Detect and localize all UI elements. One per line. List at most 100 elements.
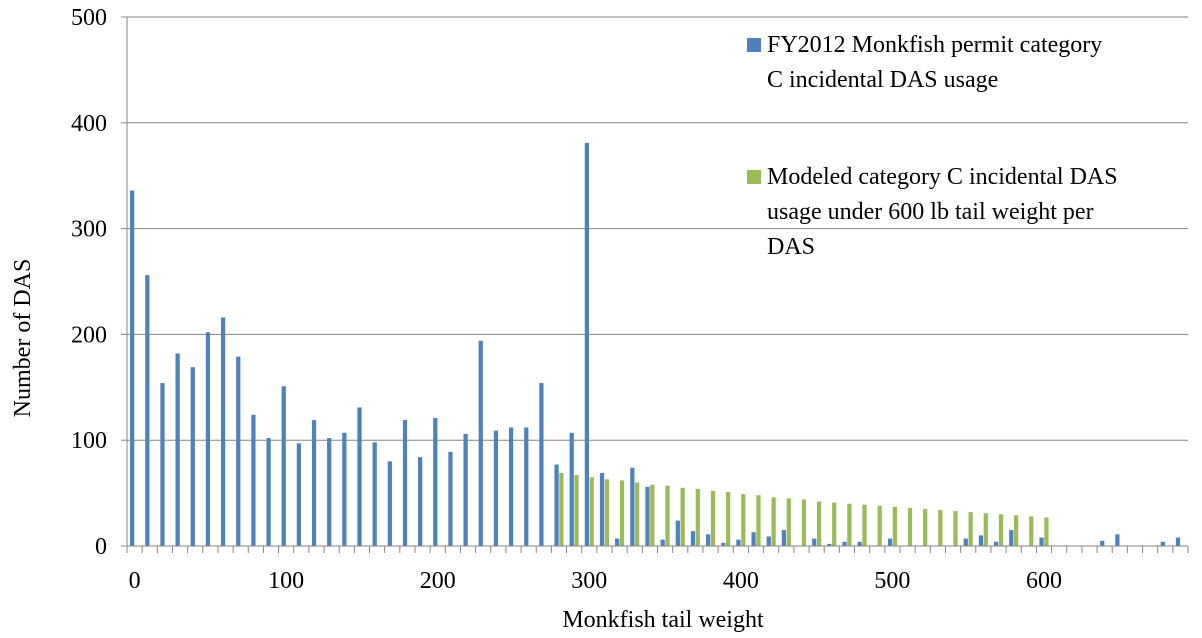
bar-series-1 [736,539,741,546]
legend-label-series-1: FY2012 Monkfish permit category [767,32,1102,58]
bar-series-1 [372,442,377,546]
bar-series-2 [968,512,973,546]
bar-series-1 [296,443,302,546]
bar-series-2 [756,495,761,546]
legend-swatch-series-1 [747,38,761,52]
bar-series-1 [539,383,544,546]
bar-series-2 [741,494,746,546]
bar-series-1 [978,535,984,546]
bar-series-2 [998,514,1004,546]
y-tick-label: 400 [71,111,107,137]
bar-series-1 [342,432,347,546]
bar-series-2 [771,497,776,546]
bar-series-2 [589,477,594,546]
bar-series-1 [615,538,620,546]
bar-series-1 [251,414,256,546]
bar-series-1 [266,438,271,546]
bar-series-1 [205,332,211,546]
bars [130,142,1181,547]
bar-series-1 [1039,537,1044,546]
bar-series-2 [726,492,731,546]
x-tick-label: 600 [1026,568,1062,594]
bar-series-2 [710,490,716,546]
bar-series-2 [847,503,852,546]
bar-series-1 [721,542,726,546]
bar-series-1 [220,317,226,546]
bar-series-1 [160,383,165,546]
bar-series-2 [665,485,670,546]
y-tick-label: 300 [71,217,107,243]
bar-series-1 [478,340,483,546]
bar-series-2 [1029,516,1034,546]
bar-series-1 [357,407,362,546]
bar-series-1 [857,541,862,546]
bar-series-1 [887,538,893,546]
legend-label-series-1: C incidental DAS usage [767,67,998,93]
bar-series-1 [1115,534,1120,546]
bar-series-1 [1175,537,1181,546]
bar-series-1 [766,536,771,546]
bar-series-1 [599,472,605,546]
x-axis-label: Monkfish tail weight [562,607,764,633]
y-tick-label: 100 [71,428,107,454]
bar-series-2 [604,479,609,546]
x-tick-label: 300 [571,568,607,594]
bar-series-1 [1160,541,1165,546]
bar-series-1 [524,427,529,546]
bar-series-1 [690,531,696,546]
bar-series-1 [1100,540,1105,546]
bar-series-1 [463,433,468,546]
bar-series-1 [493,430,499,546]
legend-label-series-2: DAS [767,234,815,260]
bar-series-1 [281,386,286,546]
bar-series-2 [680,487,685,546]
legend-label-series-2: usage under 600 lb tail weight per [767,199,1094,225]
bar-series-2 [862,504,867,546]
bar-series-2 [650,484,655,546]
x-tick-label: 100 [268,568,304,594]
bar-series-1 [130,190,135,546]
bar-series-1 [175,353,180,546]
legend-swatch-series-2 [747,170,761,184]
bar-series-1 [827,543,832,546]
x-tick-label: 0 [129,568,141,594]
bar-series-2 [619,480,625,546]
bar-series-2 [923,508,928,546]
bar-series-1 [812,538,817,546]
y-tick-label: 0 [95,534,107,560]
bar-series-1 [706,534,711,546]
bar-series-1 [402,420,408,546]
x-tick-label: 200 [420,568,456,594]
bar-series-1 [781,530,787,546]
bar-series-2 [892,506,897,546]
y-tick-label: 200 [71,322,107,348]
y-axis-label: Number of DAS [10,259,36,418]
bar-series-2 [574,475,579,546]
bar-series-2 [938,510,943,546]
bar-series-2 [1044,517,1049,546]
bar-series-2 [907,507,913,546]
bar-series-1 [630,467,635,546]
bar-series-1 [1009,530,1014,546]
bar-series-1 [508,427,514,546]
bar-series-2 [559,472,564,546]
bar-series-2 [983,513,988,546]
bar-series-1 [145,275,150,546]
y-tick-label: 500 [71,5,107,31]
bar-series-1 [190,367,195,546]
bar-series-2 [877,505,882,546]
x-tick-labels: 0 100 200 300 400 500 600 [129,568,1062,594]
bar-series-1 [554,464,559,546]
bar-series-1 [569,432,574,546]
y-tick-labels: 0 100 200 300 400 500 [71,5,107,560]
bar-series-1 [842,541,847,546]
bar-series-1 [448,451,453,546]
bar-series-1 [584,142,589,547]
bar-series-1 [311,420,317,546]
bar-series-1 [963,538,968,546]
bar-series-2 [816,501,822,546]
x-tick-label: 400 [723,568,759,594]
bar-series-1 [660,539,665,546]
bar-series-2 [1013,515,1019,546]
bar-series-2 [801,499,807,546]
